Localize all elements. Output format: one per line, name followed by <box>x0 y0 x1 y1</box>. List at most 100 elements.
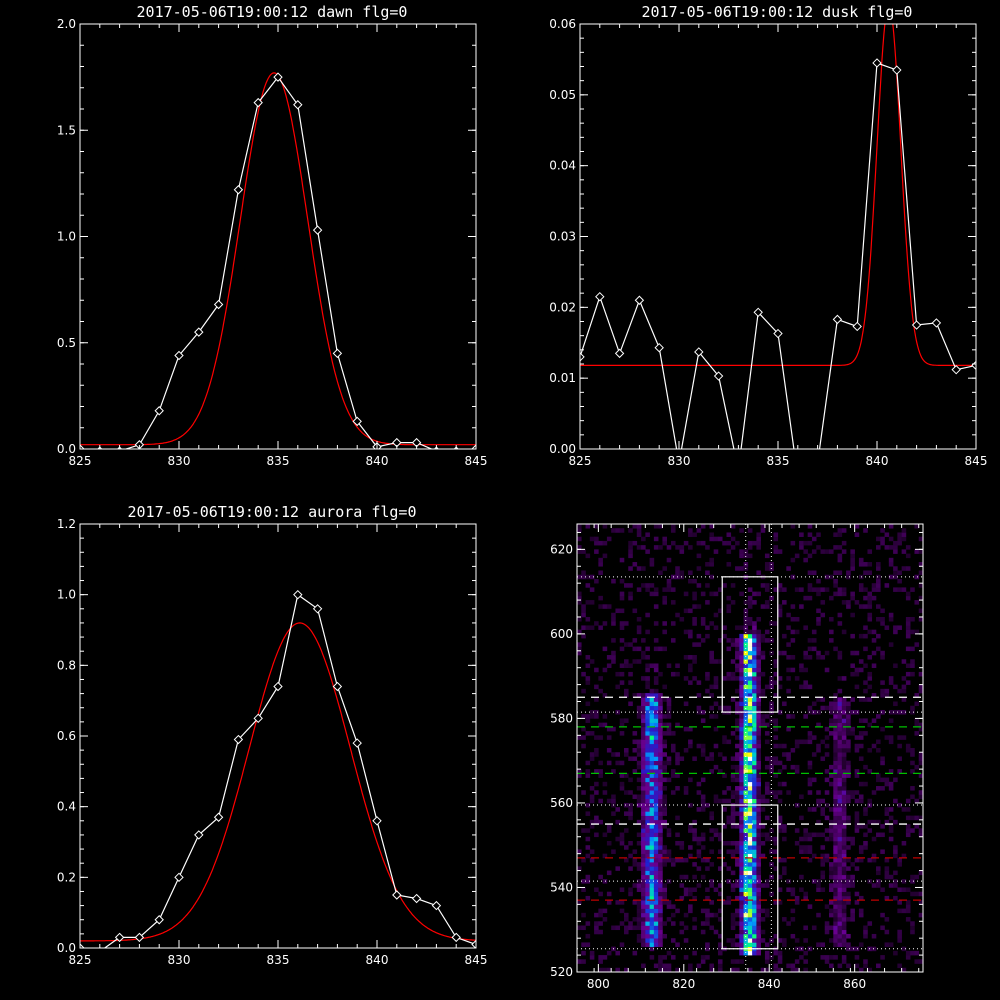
heatmap-cell <box>863 625 868 630</box>
heatmap-cell <box>696 680 702 685</box>
heatmap-cell <box>893 684 898 690</box>
heatmap-cell <box>658 870 663 876</box>
heatmap-cell <box>893 853 898 859</box>
heatmap-cell <box>777 959 783 964</box>
heatmap-cell <box>619 832 625 838</box>
heatmap-cell <box>918 900 923 905</box>
heatmap-cell <box>858 587 864 592</box>
heatmap-cell <box>675 722 680 728</box>
heatmap-cell <box>811 646 817 652</box>
heatmap-cell <box>649 840 655 846</box>
heatmap-cell <box>658 701 663 707</box>
heatmap-cell <box>811 853 817 859</box>
heatmap-cell <box>769 836 774 842</box>
heatmap-cell <box>688 532 693 537</box>
heatmap-cell <box>833 811 838 816</box>
heatmap-cell <box>910 794 915 800</box>
heatmap-cell <box>841 840 847 846</box>
heatmap-cell <box>833 709 838 715</box>
heatmap-cell <box>662 849 667 854</box>
heatmap-cell <box>739 815 744 821</box>
heatmap-cell <box>581 625 586 630</box>
heatmap-cell <box>747 866 753 871</box>
heatmap-cell <box>790 887 796 892</box>
heatmap-cell <box>653 545 659 550</box>
heatmap-cell <box>816 621 821 626</box>
heatmap-cell <box>645 811 650 816</box>
heatmap-cell <box>653 925 659 931</box>
heatmap-cell <box>837 701 843 707</box>
heatmap-cell <box>837 722 843 728</box>
heatmap-cell <box>876 566 881 571</box>
heatmap-cell <box>743 553 749 559</box>
heatmap-cell <box>598 676 603 681</box>
y-tick-label: 600 <box>550 627 573 641</box>
heatmap-cell <box>773 950 779 956</box>
heatmap-cell <box>893 701 898 707</box>
heatmap-cell <box>752 760 757 766</box>
y-tick-label: 0.0 <box>57 941 76 955</box>
heatmap-cell <box>645 828 650 833</box>
heatmap-cell <box>918 815 923 821</box>
heatmap-cell <box>615 807 621 812</box>
heatmap-cell <box>649 693 655 698</box>
heatmap-cell <box>833 760 838 766</box>
heatmap-cell <box>918 832 923 838</box>
heatmap-cell <box>683 608 689 614</box>
heatmap-cell <box>752 777 757 783</box>
heatmap-cell <box>884 807 890 812</box>
data-point <box>80 444 85 449</box>
heatmap-cell <box>636 545 642 550</box>
heatmap-cell <box>756 832 761 838</box>
heatmap-cell <box>854 524 860 529</box>
heatmap-cell <box>717 891 723 897</box>
heatmap-cell <box>700 540 706 546</box>
heatmap-cell <box>645 769 650 774</box>
y-tick-label: 0.01 <box>549 371 576 385</box>
heatmap-cell <box>752 900 757 905</box>
heatmap-cell <box>658 891 663 897</box>
heatmap-cell <box>705 625 710 630</box>
heatmap-cell <box>700 908 706 914</box>
heatmap-cell <box>649 591 655 597</box>
heatmap-cell <box>756 845 761 850</box>
heatmap-cell <box>730 756 736 761</box>
heatmap-cell <box>726 676 732 681</box>
heatmap-cell <box>837 900 843 905</box>
heatmap-cell <box>632 917 638 922</box>
heatmap-cell <box>585 874 591 880</box>
heatmap-cell <box>653 587 659 592</box>
heatmap-cell <box>876 773 881 778</box>
heatmap-cell <box>910 760 915 766</box>
heatmap-cell <box>628 671 633 677</box>
heatmap-cell <box>594 578 599 584</box>
heatmap-cell <box>688 667 693 673</box>
heatmap-cell <box>743 659 749 664</box>
heatmap-cell <box>790 629 796 635</box>
heatmap-cell <box>683 938 689 943</box>
heatmap-cell <box>837 676 843 681</box>
heatmap-cell <box>649 853 655 859</box>
heatmap-cell <box>602 781 608 787</box>
heatmap-cell <box>606 655 612 660</box>
heatmap-cell <box>841 819 847 825</box>
heatmap-cell <box>829 870 834 876</box>
heatmap-cell <box>863 824 868 829</box>
heatmap-cell <box>816 608 821 614</box>
heatmap-cell <box>918 773 923 778</box>
heatmap-cell <box>743 748 749 753</box>
heatmap-cell <box>653 908 659 914</box>
heatmap-cell <box>824 769 830 774</box>
heatmap-cell <box>585 895 591 901</box>
heatmap-cell <box>888 781 894 787</box>
heatmap-cell <box>602 967 608 972</box>
heatmap-cell <box>636 887 642 892</box>
heatmap-cell <box>850 946 855 952</box>
heatmap-cell <box>577 629 582 635</box>
heatmap-cell <box>735 921 740 926</box>
heatmap-cell <box>653 769 659 774</box>
heatmap-cell <box>658 836 663 842</box>
heatmap-cell <box>705 917 710 922</box>
heatmap-cell <box>649 722 655 728</box>
heatmap-cell <box>858 845 864 850</box>
